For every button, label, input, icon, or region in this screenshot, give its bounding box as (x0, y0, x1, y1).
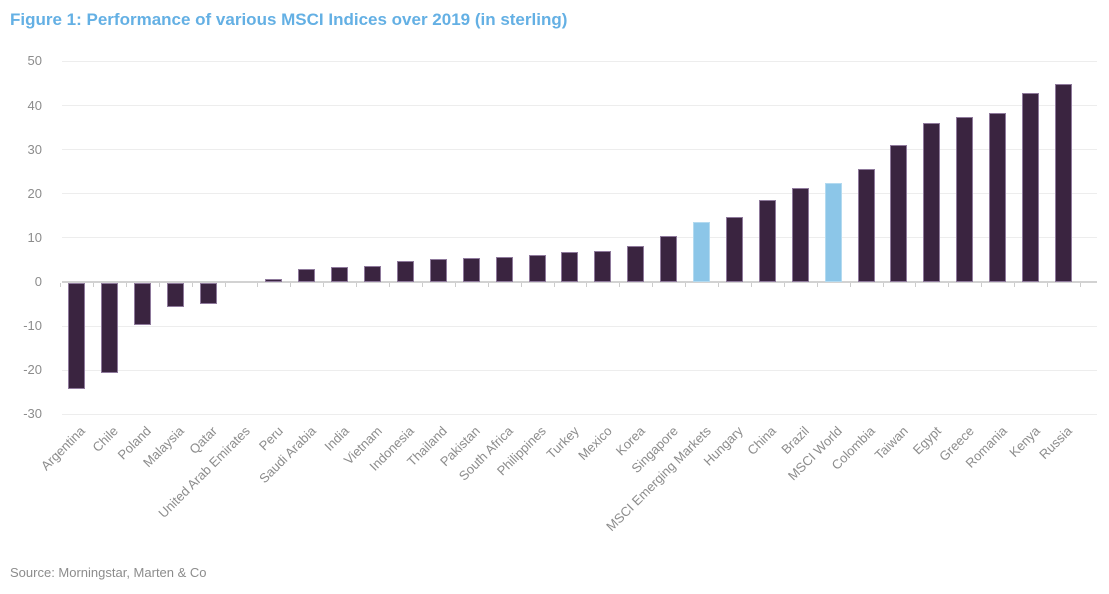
bar-singapore (660, 235, 678, 282)
bar-colombia (857, 168, 875, 282)
bar-philippines (528, 255, 546, 282)
y-axis-tick-label: 50 (27, 53, 42, 69)
x-axis-tick (718, 283, 719, 287)
gridline (62, 105, 1097, 107)
bar-egypt (923, 123, 941, 282)
x-axis-tick (125, 283, 127, 287)
x-axis-tick (356, 283, 358, 287)
x-axis-tick (92, 283, 94, 287)
bar-qatar (199, 283, 217, 304)
x-axis-tick (191, 283, 193, 287)
gridline (62, 60, 1097, 62)
y-axis-tick-label: 40 (27, 97, 42, 113)
y-axis-tick-label: -20 (23, 362, 42, 378)
bar-indonesia (396, 260, 414, 282)
x-axis-tick (421, 283, 423, 287)
x-axis-tick (158, 283, 160, 287)
y-axis-tick-label: 20 (27, 185, 42, 201)
bar-peru (265, 279, 283, 282)
bar-china (758, 200, 776, 282)
x-axis-tick (948, 283, 950, 287)
gridline (62, 237, 1097, 239)
x-axis-tick (454, 283, 456, 287)
bar-hungary (725, 217, 743, 282)
x-axis-tick (652, 283, 654, 287)
x-axis-tick (783, 283, 785, 287)
bar-south-africa (495, 256, 513, 282)
bar-vietnam (364, 266, 382, 282)
gridline (62, 193, 1097, 195)
x-axis-tick (224, 283, 226, 287)
x-axis-tick (487, 283, 489, 287)
bar-greece (956, 116, 974, 282)
x-axis-tick (1079, 283, 1081, 287)
x-axis-tick (619, 283, 621, 287)
source-caption: Source: Morningstar, Marten & Co (10, 565, 207, 580)
gridline (62, 325, 1097, 327)
bar-msci-world (824, 182, 842, 282)
y-axis-tick-label: -10 (23, 318, 42, 334)
bar-india (331, 267, 349, 282)
bar-saudi-arabia (298, 268, 316, 282)
x-axis-tick (520, 283, 522, 287)
bar-kenya (1022, 93, 1040, 282)
x-axis-tick (586, 283, 588, 287)
x-axis-tick (915, 283, 917, 287)
bar-pakistan (462, 258, 480, 282)
x-axis-tick (849, 283, 851, 287)
x-axis-tick (290, 283, 292, 287)
x-axis-tick (1047, 283, 1048, 287)
x-axis-tick (750, 283, 752, 287)
x-axis-tick (257, 283, 259, 287)
x-axis-tick (60, 283, 61, 287)
bar-thailand (429, 259, 447, 282)
gridline (62, 413, 1097, 415)
x-axis-tick (685, 283, 687, 287)
bar-romania (989, 113, 1007, 282)
x-axis-tick (323, 283, 325, 287)
bar-msci-emerging-markets (693, 221, 711, 282)
x-axis-tick (1014, 283, 1016, 287)
y-axis-tick-label: 30 (27, 141, 42, 157)
bar-chile (100, 283, 118, 373)
bar-argentina (67, 283, 85, 389)
bar-russia (1054, 83, 1072, 282)
x-axis-tick (882, 283, 884, 287)
x-axis-line (62, 281, 1097, 283)
x-axis-tick (981, 283, 983, 287)
bar-malaysia (166, 283, 184, 308)
bar-korea (627, 246, 645, 282)
y-axis-tick-label: 0 (34, 274, 42, 289)
y-axis-tick-label: 10 (27, 229, 42, 245)
bar-taiwan (890, 145, 908, 282)
bar-brazil (791, 188, 809, 282)
x-axis-tick (816, 283, 818, 287)
x-axis-tick (389, 283, 390, 287)
gridline (62, 149, 1097, 151)
x-axis-tick (553, 283, 555, 287)
y-axis-tick-label: -30 (23, 406, 42, 422)
gridline (62, 369, 1097, 371)
bar-turkey (561, 252, 579, 282)
bar-poland (133, 283, 151, 325)
bar-mexico (594, 250, 612, 282)
figure-title: Figure 1: Performance of various MSCI In… (10, 10, 568, 29)
